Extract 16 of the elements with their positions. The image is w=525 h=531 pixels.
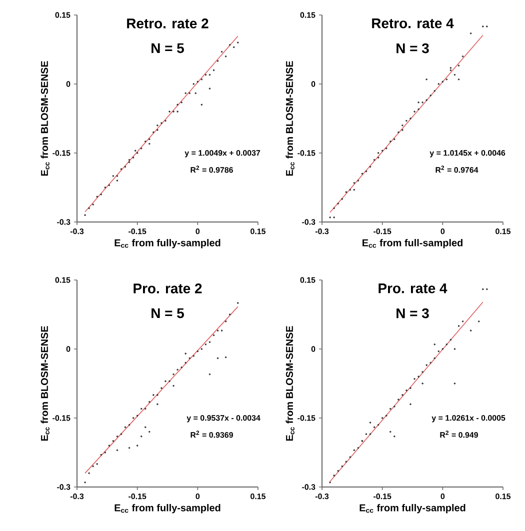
x-axis-title: E$_{cc}$ from full-sampled	[362, 239, 462, 248]
chart-title: Pro. rate 2	[134, 284, 202, 294]
y-axis-title: E$_{cc}$ from BLOSM-SENSE	[40, 61, 50, 176]
text: N = 3	[396, 308, 429, 318]
x-axis-title: E$_{cc}$ from fully-sampled	[114, 239, 220, 248]
y-axis-title: E$_{cc}$ from BLOSM-SENSE	[286, 61, 294, 176]
chart-title: Pro. rate 4	[378, 284, 448, 294]
text: N = 5	[152, 43, 184, 54]
chart-title: Retro. rate 2	[127, 18, 208, 28]
chart-title: Retro. rate 4	[372, 18, 454, 28]
x-axis-title: E$_{cc}$ from fully-sampled	[114, 504, 220, 514]
text: N = 3	[396, 43, 429, 54]
y-axis-title: E$_{cc}$ from BLOSM-SENSE	[40, 326, 50, 441]
y-axis-title: E$_{cc}$ from BLOSM-SENSE	[286, 326, 294, 441]
x-axis-title: E$_{cc}$ from fully-sampled	[360, 504, 466, 514]
text: N = 5	[152, 308, 184, 318]
